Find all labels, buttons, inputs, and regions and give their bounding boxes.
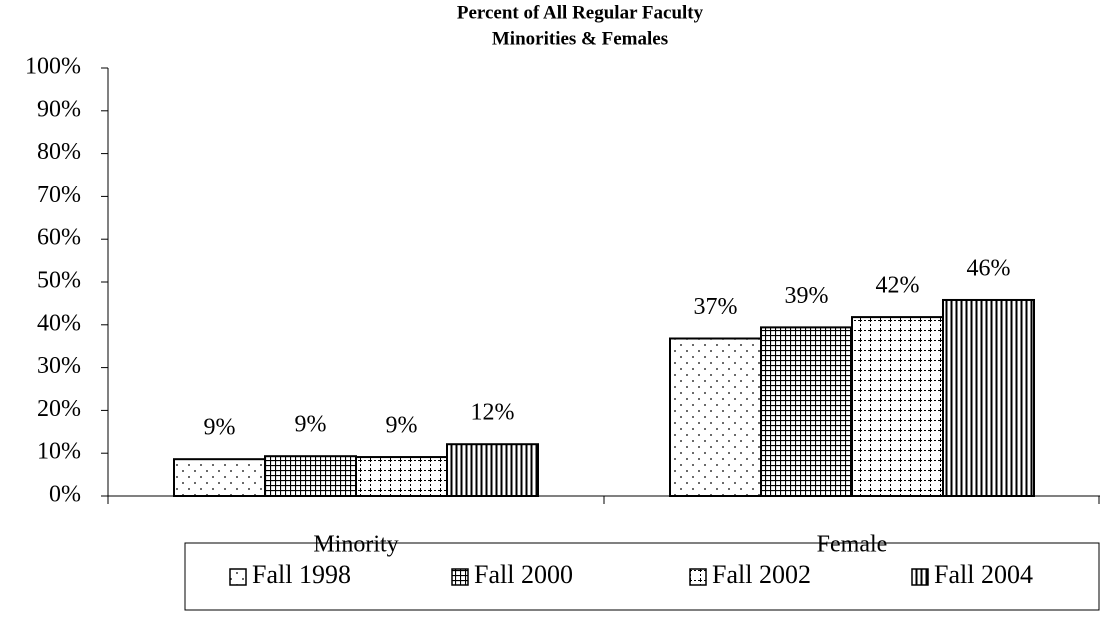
bar [173,458,266,497]
legend-swatch [229,568,247,586]
bar [446,443,539,498]
bar [942,298,1035,498]
y-tick-label: 80% [37,139,81,165]
legend-label: Fall 2002 [712,560,811,589]
y-tick-label: 90% [37,96,81,122]
value-label: 12% [471,400,515,426]
y-tick-label: 40% [37,310,81,336]
bar [669,337,762,497]
x-tick-label: Minority [313,532,398,558]
bar [264,455,357,498]
y-tick-label: 20% [37,396,81,422]
bar [355,456,448,497]
legend-swatch [911,568,929,586]
legend-swatch [451,568,469,586]
legend-label: Fall 1998 [252,560,351,589]
chart-title: Percent of All Regular Faculty [457,2,704,23]
y-tick-label: 10% [37,439,81,465]
value-label: 39% [785,283,829,309]
legend-swatch [689,568,707,586]
y-tick-label: 70% [37,182,81,208]
y-tick-label: 0% [49,482,81,508]
bar [851,316,944,498]
value-label: 9% [386,413,418,439]
legend-label: Fall 2000 [474,560,573,589]
value-label: 42% [876,273,920,299]
value-label: 9% [204,415,236,441]
y-tick-label: 30% [37,353,81,379]
y-tick-label: 60% [37,225,81,251]
y-tick-label: 100% [25,54,81,80]
legend-box [184,542,1100,611]
value-label: 9% [295,412,327,438]
value-label: 37% [694,294,738,320]
legend-label: Fall 2004 [934,560,1033,589]
chart-subtitle: Minorities & Females [492,28,668,49]
x-tick-label: Female [817,532,888,558]
y-tick-label: 50% [37,268,81,294]
bar [760,326,853,498]
value-label: 46% [967,255,1011,281]
